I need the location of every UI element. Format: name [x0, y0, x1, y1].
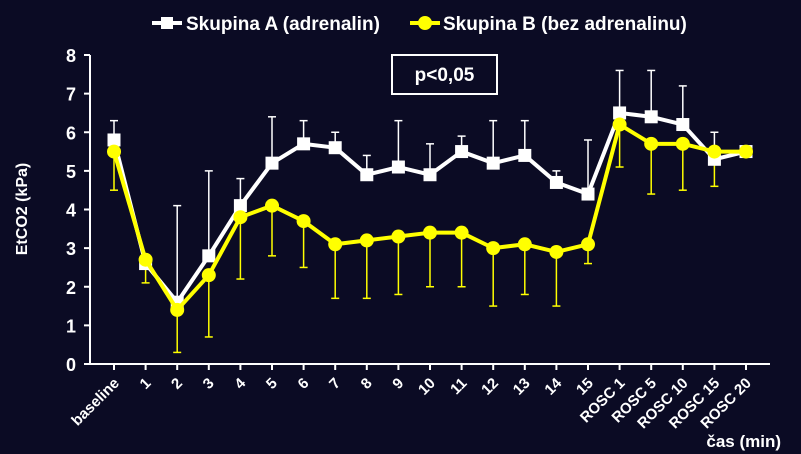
- x-tick-label: baseline: [68, 375, 122, 429]
- y-tick-label: 3: [66, 239, 76, 259]
- data-point-b: [644, 136, 659, 151]
- data-point-a: [518, 148, 532, 162]
- data-point-a: [202, 249, 216, 263]
- annotation-box: p<0,05: [391, 54, 498, 95]
- x-tick-label: 8: [358, 375, 376, 393]
- y-axis-label: EtCO2 (kPa): [14, 163, 31, 255]
- data-point-b: [233, 210, 248, 225]
- data-point-b: [581, 237, 595, 252]
- x-axis-label: čas (min): [706, 432, 781, 451]
- data-point-b: [423, 225, 437, 240]
- data-point-b: [391, 229, 406, 244]
- annotation-text: p<0,05: [415, 65, 475, 86]
- x-tick-label: 11: [447, 375, 470, 398]
- data-point-b: [138, 252, 153, 267]
- y-tick-label: 7: [66, 85, 76, 105]
- x-tick-label: 2: [168, 375, 186, 393]
- data-point-a: [455, 145, 469, 159]
- y-tick-label: 4: [66, 201, 76, 221]
- data-point-b: [328, 237, 343, 252]
- data-point-b: [707, 144, 722, 159]
- y-tick-label: 5: [66, 162, 76, 182]
- data-point-a: [297, 137, 311, 151]
- y-tick-label: 0: [66, 355, 76, 375]
- data-point-a: [549, 175, 563, 189]
- data-point-a: [360, 168, 374, 182]
- series-layer: [107, 106, 753, 317]
- data-point-a: [486, 156, 500, 170]
- data-point-b: [486, 241, 501, 256]
- x-tick-label: 4: [231, 374, 249, 392]
- data-point-a: [391, 160, 405, 174]
- data-point-b: [612, 117, 627, 132]
- y-tick-label: 6: [66, 123, 76, 143]
- x-tick-label: 5: [263, 375, 281, 393]
- data-point-a: [265, 156, 279, 170]
- x-tick-label: 14: [541, 374, 565, 398]
- data-point-b: [549, 244, 564, 259]
- data-point-b: [107, 144, 121, 159]
- data-point-a: [423, 168, 437, 182]
- data-point-a: [107, 133, 121, 147]
- error-bars: [110, 69, 719, 354]
- x-tick-label: 13: [510, 375, 534, 399]
- legend: Skupina A (adrenalin) Skupina B (bez adr…: [152, 14, 687, 35]
- data-point-b: [296, 214, 311, 229]
- data-point-a: [581, 187, 595, 201]
- x-tick-label: 12: [478, 375, 502, 399]
- data-point-b: [517, 237, 532, 252]
- data-point-b: [739, 144, 753, 159]
- legend-item-b: Skupina B (bez adrenalinu): [410, 14, 687, 35]
- x-tick-label: 10: [415, 375, 439, 399]
- annotation-frame: [391, 54, 498, 95]
- data-point-a: [233, 199, 247, 213]
- legend-marker-b: [418, 16, 432, 30]
- x-tick-label: 1: [137, 375, 155, 393]
- data-point-b: [201, 268, 216, 283]
- legend-item-a: Skupina A (adrenalin): [152, 14, 380, 35]
- data-point-b: [675, 136, 690, 151]
- data-point-a: [676, 118, 690, 132]
- x-tick-label: 6: [295, 375, 313, 393]
- data-point-b: [265, 198, 279, 213]
- data-point-a: [644, 110, 658, 124]
- y-tick-label: 1: [66, 316, 76, 336]
- x-tick-label: 3: [200, 375, 218, 393]
- legend-label-b: Skupina B (bez adrenalinu): [443, 14, 687, 35]
- data-point-a: [328, 141, 342, 155]
- x-tick-label: 15: [573, 375, 597, 399]
- x-tick-label: 9: [389, 375, 407, 393]
- y-tick-label: 2: [66, 278, 76, 298]
- legend-label-a: Skupina A (adrenalin): [186, 14, 380, 35]
- data-point-b: [454, 225, 469, 240]
- y-tick-label: 8: [66, 46, 76, 66]
- x-tick-label: 7: [326, 375, 344, 393]
- data-point-b: [170, 302, 185, 317]
- data-point-b: [359, 233, 374, 248]
- data-point-a: [613, 106, 627, 120]
- legend-marker-a: [161, 17, 173, 29]
